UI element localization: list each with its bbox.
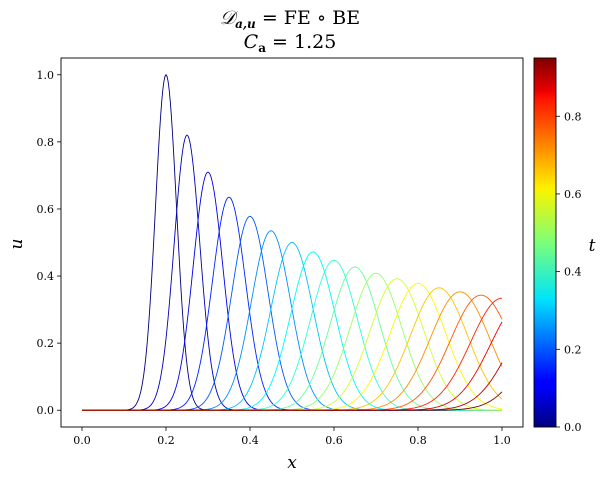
y-tick-label: 0.0	[37, 404, 55, 417]
x-tick-label: 0.2	[157, 434, 175, 447]
x-tick-label: 0.0	[73, 434, 91, 447]
colorbar-ticks: 0.0 0.2 0.4 0.6 0.8	[556, 110, 582, 434]
x-tick-label: 0.4	[241, 434, 259, 447]
x-tick-label: 0.8	[409, 434, 427, 447]
x-axis: 0.0 0.2 0.4 0.6 0.8 1.0	[73, 427, 511, 447]
colorbar	[533, 57, 557, 428]
y-tick-label: 0.8	[37, 136, 55, 149]
colorbar-tick-label: 0.8	[564, 110, 582, 123]
x-tick-label: 0.6	[325, 434, 343, 447]
y-axis-label: u	[7, 239, 27, 250]
plot-frame	[60, 57, 524, 428]
y-tick-label: 1.0	[37, 69, 55, 82]
x-axis-label: x	[287, 453, 297, 473]
colorbar-tick-label: 0.6	[564, 188, 582, 201]
chart-title-line1: 𝒟a,u = FE ∘ BE	[220, 7, 360, 31]
x-tick-label: 1.0	[493, 434, 511, 447]
y-tick-label: 0.4	[37, 270, 55, 283]
y-tick-label: 0.6	[37, 203, 55, 216]
colorbar-tick-label: 0.2	[564, 343, 582, 356]
colorbar-label: t	[589, 236, 596, 256]
series-layer	[82, 73, 503, 411]
chart-title-line2: Ca = 1.25	[244, 31, 337, 55]
colorbar-tick-label: 0.0	[564, 421, 582, 434]
y-tick-label: 0.2	[37, 337, 55, 350]
series-line-19	[82, 391, 503, 411]
colorbar-tick-label: 0.4	[564, 266, 582, 279]
y-axis: 0.0 0.2 0.4 0.6 0.8 1.0	[37, 69, 61, 417]
